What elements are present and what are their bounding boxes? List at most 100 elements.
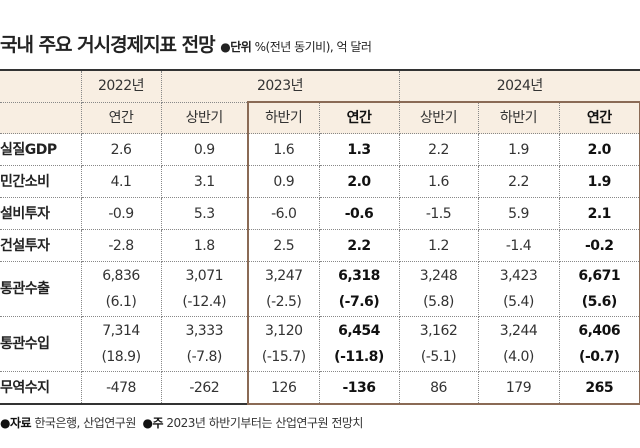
cell-value: 3,244	[499, 323, 538, 339]
cell-change: (-12.4)	[182, 294, 227, 310]
cell-value: 2.0	[347, 173, 371, 190]
title-text: 국내 주요 거시경제지표 전망	[0, 34, 216, 56]
cell-value: 2.2	[508, 173, 529, 190]
period-header: 연간	[80, 101, 162, 134]
table-cell: 3.1	[160, 165, 249, 198]
table-cell: 2.2	[477, 165, 560, 198]
cell-value: 3,071	[185, 268, 224, 284]
header-corner	[0, 69, 82, 103]
table-cell: 2.0	[318, 165, 400, 198]
year-header: 2024년	[398, 69, 640, 103]
year-header: 2022년	[80, 69, 162, 103]
cell-change: (-7.6)	[338, 294, 380, 310]
table-cell: 126	[247, 371, 320, 405]
row-label: 무역수지	[0, 371, 82, 405]
footer: ●자료 한국은행, 산업연구원 ●주 2023년 하반기부터는 산업연구원 전망…	[0, 414, 363, 431]
table-cell: 3,120 (-15.7)	[247, 316, 320, 372]
row-label: 건설투자	[0, 229, 82, 262]
period-header: 상반기	[160, 101, 249, 134]
table-cell: 2.6	[80, 133, 162, 166]
unit-note: ●단위 %(전년 동기비), 억 달러	[220, 40, 372, 54]
table-cell: 6,318 (-7.6)	[318, 261, 400, 317]
cell-value: 1.9	[587, 173, 612, 190]
table-cell: 1.6	[398, 165, 479, 198]
table-row: 무역수지 -478 -262 126 -136 86 179 265	[0, 371, 640, 405]
cell-value: -1.4	[505, 237, 532, 254]
row-label: 통관수출	[0, 261, 82, 317]
row-label: 설비투자	[0, 197, 82, 230]
cell-value: -0.2	[584, 237, 614, 254]
table-cell: 86	[398, 371, 479, 405]
table-cell: -478	[80, 371, 162, 405]
table-row: 설비투자 -0.9 5.3 -6.0 -0.6 -1.5 5.9 2.1	[0, 197, 640, 230]
cell-change: (-2.5)	[266, 294, 302, 310]
cell-value: 126	[271, 379, 297, 396]
table-cell: -0.9	[80, 197, 162, 230]
cell-value: 1.6	[273, 141, 295, 158]
cell-value: -6.0	[271, 205, 297, 222]
cell-value: 3,247	[264, 268, 303, 284]
cell-value: 6,671	[578, 268, 621, 284]
cell-value: 1.3	[347, 141, 371, 158]
table-cell: 179	[477, 371, 560, 405]
table-cell: 3,247 (-2.5)	[247, 261, 320, 317]
table-cell: 3,071 (-12.4)	[160, 261, 249, 317]
row-label: 민간소비	[0, 165, 82, 198]
cell-value: 4.1	[110, 173, 132, 190]
table-cell: 6,671 (5.6)	[558, 261, 640, 317]
cell-value: 0.9	[273, 173, 295, 190]
cell-value: -478	[106, 379, 136, 396]
table-row: 민간소비 4.1 3.1 0.9 2.0 1.6 2.2 1.9	[0, 165, 640, 198]
table-cell: 5.9	[477, 197, 560, 230]
cell-value: 3.1	[193, 173, 215, 190]
cell-value: 6,318	[338, 268, 380, 284]
period-header: 상반기	[398, 101, 479, 134]
cell-value: 3,120	[264, 323, 303, 339]
table-cell: 2.0	[558, 133, 640, 166]
table-row: 실질GDP 2.6 0.9 1.6 1.3 2.2 1.9 2.0	[0, 133, 640, 166]
cell-value: 265	[585, 379, 614, 396]
cell-change: (-5.1)	[420, 349, 457, 365]
cell-change: (-0.7)	[579, 349, 620, 365]
period-header: 연간	[558, 101, 640, 134]
cell-change: (-15.7)	[261, 349, 306, 365]
cell-value: 179	[505, 379, 532, 396]
period-header: 하반기	[477, 101, 560, 134]
cell-value: 3,162	[419, 323, 458, 339]
cell-value: 6,454	[338, 323, 380, 339]
table-cell: 6,454 (-11.8)	[318, 316, 400, 372]
cell-value: -1.5	[425, 205, 452, 222]
cell-value: 7,314	[102, 323, 140, 339]
page-title: 국내 주요 거시경제지표 전망 ●단위 %(전년 동기비), 억 달러	[0, 30, 372, 57]
year-header: 2023년	[160, 69, 400, 103]
unit-text: %(전년 동기비), 억 달러	[254, 40, 372, 54]
table-cell: -1.4	[477, 229, 560, 262]
source-label: ●자료	[0, 416, 32, 430]
table-cell: 3,162 (-5.1)	[398, 316, 479, 372]
table-cell: 3,244 (4.0)	[477, 316, 560, 372]
cell-value: 1.8	[193, 237, 215, 254]
table-row: 건설투자 -2.8 1.8 2.5 2.2 1.2 -1.4 -0.2	[0, 229, 640, 262]
row-label: 통관수입	[0, 316, 82, 372]
cell-value: 2.2	[347, 237, 371, 254]
table-cell: 1.9	[558, 165, 640, 198]
cell-value: -262	[189, 379, 220, 396]
cell-value: 1.9	[508, 141, 529, 158]
table-cell: -6.0	[247, 197, 320, 230]
header-corner	[0, 101, 82, 134]
table-cell: 3,423 (5.4)	[477, 261, 560, 317]
cell-value: 2.6	[110, 141, 132, 158]
table-cell: 6,406 (-0.7)	[558, 316, 640, 372]
table-cell: 2.2	[398, 133, 479, 166]
table-cell: 4.1	[80, 165, 162, 198]
unit-label: ●단위	[220, 40, 252, 54]
cell-change: (5.6)	[581, 294, 618, 310]
cell-value: 1.6	[428, 173, 449, 190]
table-cell: -0.2	[558, 229, 640, 262]
cell-value: 86	[430, 379, 447, 396]
table-row: 통관수출 6,836 (6.1) 3,071 (-12.4) 3,247 (-2.5) 6,3…	[0, 261, 640, 317]
table-cell: 7,314 (18.9)	[80, 316, 162, 372]
table-cell: 3,333 (-7.8)	[160, 316, 249, 372]
cell-change: (-11.8)	[334, 349, 384, 365]
table-cell: 6,836 (6.1)	[80, 261, 162, 317]
